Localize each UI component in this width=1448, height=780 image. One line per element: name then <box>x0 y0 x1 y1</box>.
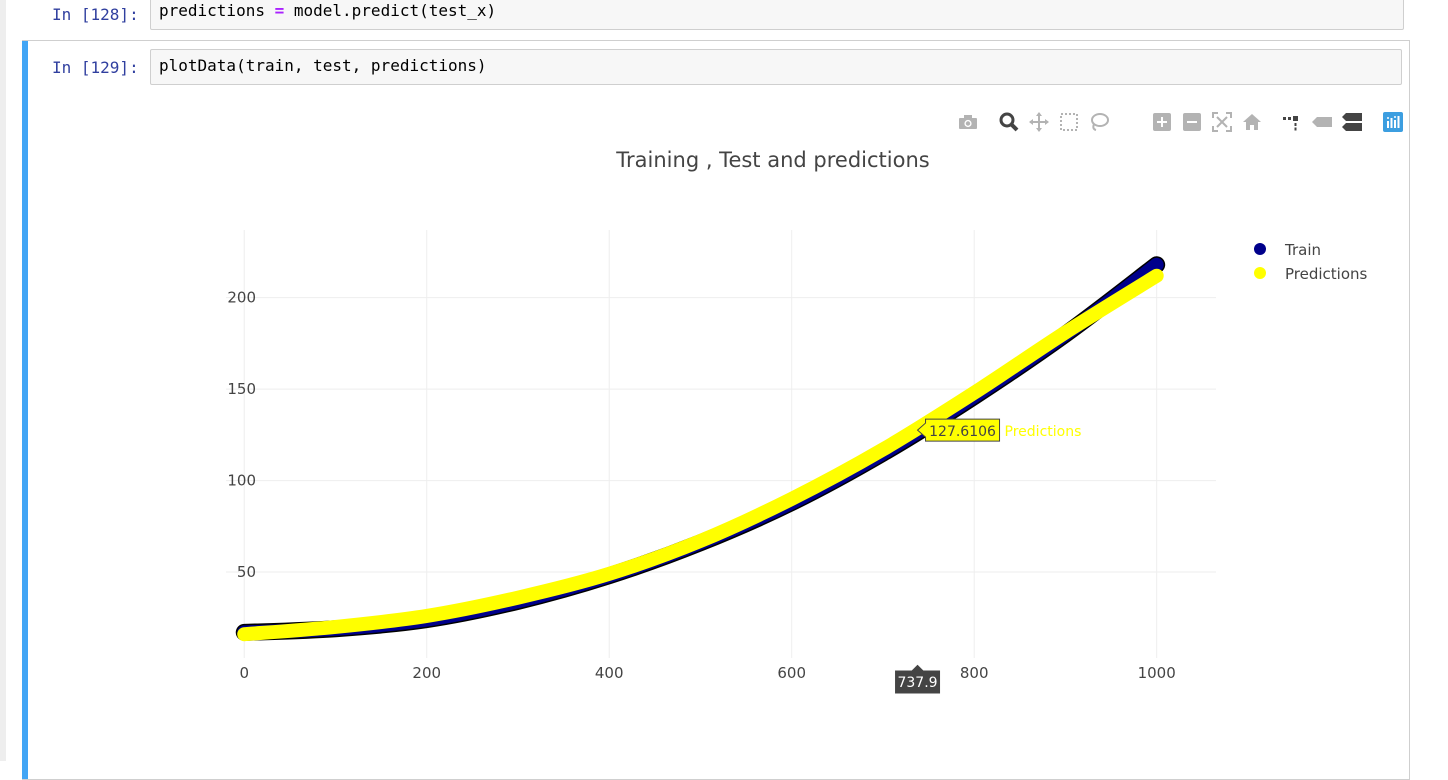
plotly-logo-icon[interactable] <box>1382 111 1404 133</box>
code-text: predictions <box>159 1 275 20</box>
chart-title: Training , Test and predictions <box>615 148 929 172</box>
y-tick-label: 50 <box>237 563 256 581</box>
hover-closest-icon[interactable] <box>1311 111 1333 133</box>
hover-value: 127.6106 <box>929 424 996 440</box>
code-cell-129[interactable]: In [129]: plotData(train, test, predicti… <box>22 40 1410 780</box>
code-text: plotData(train, test, predictions) <box>159 56 487 75</box>
reset-axes-icon[interactable] <box>1241 111 1263 133</box>
data-series <box>235 256 1166 642</box>
hover-compare-icon[interactable] <box>1341 111 1363 133</box>
legend-label-predictions[interactable]: Predictions <box>1285 265 1368 283</box>
x-tick-label: 600 <box>777 664 806 682</box>
cell-prompt: In [128]: <box>52 5 139 24</box>
legend-marker-train[interactable] <box>1254 243 1266 255</box>
y-tick-label: 100 <box>227 472 256 490</box>
x-tick-label: 1000 <box>1138 664 1176 682</box>
x-tick-label: 400 <box>595 664 624 682</box>
x-tick-label: 0 <box>239 664 249 682</box>
hover-x-box <box>894 663 942 695</box>
code-text: model.predict(test_x) <box>284 1 497 20</box>
hover-x-value: 737.9 <box>897 675 937 691</box>
hover-box <box>916 418 1001 442</box>
y-tick-label: 150 <box>227 380 256 398</box>
plot-area[interactable]: Training , Test and predictions 0 200 400 6… <box>0 0 1448 761</box>
code-operator: = <box>274 1 285 20</box>
hover-tooltip: 127.6106 Predictions 737.9 <box>894 418 1082 695</box>
series-train-outline <box>235 256 1166 641</box>
grid-lines <box>226 230 1216 658</box>
selected-cell-indicator <box>22 41 28 779</box>
page-gutter <box>0 0 6 761</box>
code-cell-128[interactable]: In [128]: predictions = model.predict(te… <box>22 0 1412 38</box>
lasso-select-icon[interactable] <box>1088 111 1110 133</box>
y-tick-label: 200 <box>227 289 256 307</box>
legend-label-train[interactable]: Train <box>1284 241 1321 259</box>
pan-icon[interactable] <box>1028 111 1050 133</box>
box-select-icon[interactable] <box>1058 111 1080 133</box>
series-predictions-line <box>237 268 1164 642</box>
spike-lines-icon[interactable] <box>1280 111 1302 133</box>
zoom-in-icon[interactable] <box>1151 111 1173 133</box>
legend-marker-predictions[interactable] <box>1254 267 1266 279</box>
code-input[interactable]: plotData(train, test, predictions) <box>150 49 1402 85</box>
series-train-line <box>237 257 1164 640</box>
camera-icon[interactable] <box>957 111 979 133</box>
cell-prompt: In [129]: <box>52 58 139 77</box>
axis-ticks: 0 200 400 600 800 1000 50 100 150 200 <box>227 289 1175 682</box>
zoom-icon[interactable] <box>998 111 1020 133</box>
autoscale-icon[interactable] <box>1211 111 1233 133</box>
x-tick-label: 200 <box>412 664 441 682</box>
code-input[interactable]: predictions = model.predict(test_x) <box>150 0 1404 30</box>
x-tick-label: 800 <box>960 664 989 682</box>
zoom-out-icon[interactable] <box>1181 111 1203 133</box>
legend[interactable]: Train Predictions <box>1254 241 1368 283</box>
hover-series-name: Predictions <box>1005 424 1082 440</box>
